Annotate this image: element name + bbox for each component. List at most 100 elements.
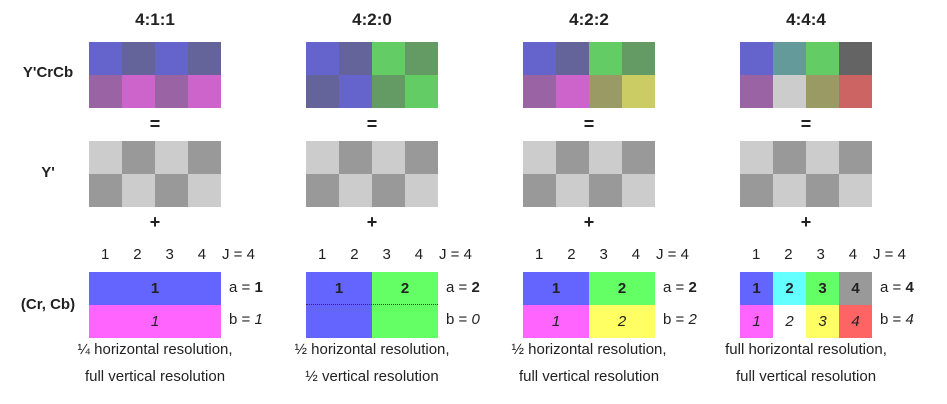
a-prefix: a = (446, 279, 472, 296)
description-line-1: ½ horizontal resolution, (294, 341, 450, 358)
ycrcb-pixel (556, 75, 589, 108)
luma-grid (523, 141, 655, 207)
ycrcb-pixel (556, 42, 589, 75)
ycrcb-pixel (339, 75, 372, 108)
subsampling-title: 4:2:0 (352, 10, 392, 29)
description-line-2: full vertical resolution (518, 368, 660, 385)
ycrcb-grid (523, 42, 655, 108)
equals-sign: = (583, 114, 595, 134)
chroma-sample-top: 1 (740, 272, 773, 305)
chroma-sample-bottom: 1 (523, 305, 589, 338)
b-value: 1 (254, 311, 263, 328)
subsampling-title: 4:2:2 (569, 10, 609, 29)
ycrcb-pixel (405, 42, 438, 75)
j-label: J = 4 (222, 246, 255, 263)
b-prefix: b = (446, 311, 472, 328)
luma-pixel (122, 141, 155, 174)
b-value: 2 (688, 311, 697, 328)
chroma-sample-label: 1 (334, 280, 344, 297)
chroma-sample (306, 272, 372, 338)
column-number: 3 (382, 246, 391, 263)
resolution-description: ½ horizontal resolution, ½ vertical resol… (272, 336, 472, 390)
ycrcb-pixel (589, 75, 622, 108)
luma-pixel (589, 174, 622, 207)
luma-pixel (773, 141, 806, 174)
luma-pixel (372, 174, 405, 207)
chroma-sample-top: 2 (589, 272, 655, 305)
resolution-description: ¼ horizontal resolution, full vertical re… (55, 336, 255, 390)
j-label: J = 4 (656, 246, 689, 263)
equals-sign: = (149, 114, 161, 134)
ycrcb-pixel (188, 42, 221, 75)
ycrcb-pixel (839, 42, 872, 75)
chroma-sample-top: 2 (773, 272, 806, 305)
ycrcb-pixel (523, 42, 556, 75)
luma-pixel (405, 174, 438, 207)
a-value-label: a = 2 (663, 279, 713, 296)
ycrcb-pixel (122, 42, 155, 75)
column-number: 2 (133, 246, 142, 263)
equals-sign: = (800, 114, 812, 134)
description-line-1: full horizontal resolution, (725, 341, 887, 358)
luma-pixel (306, 141, 339, 174)
a-value-label: a = 1 (229, 279, 279, 296)
luma-pixel (740, 174, 773, 207)
luma-grid (89, 141, 221, 207)
luma-grid (740, 141, 872, 207)
ycrcb-pixel (622, 75, 655, 108)
b-value: 4 (905, 311, 914, 328)
chroma-sample-bottom: 2 (773, 305, 806, 338)
ycrcb-pixel (622, 42, 655, 75)
column-numbers: 1 2 3 4 J = 4 (306, 246, 482, 263)
a-prefix: a = (229, 279, 255, 296)
b-value-label: b = 1 (229, 311, 279, 328)
ycrcb-pixel (372, 75, 405, 108)
b-prefix: b = (229, 311, 255, 328)
plus-sign: + (800, 212, 812, 232)
column-number: 3 (599, 246, 608, 263)
chroma-sample-top: 1 (523, 272, 589, 305)
ycrcb-pixel (89, 75, 122, 108)
luma-pixel (523, 174, 556, 207)
luma-pixel (806, 141, 839, 174)
chroma-sample-top: 3 (806, 272, 839, 305)
column-number: 4 (414, 246, 424, 263)
description-line-2: ½ vertical resolution (305, 368, 439, 385)
plus-sign: + (366, 212, 378, 232)
b-value: 0 (471, 311, 480, 328)
luma-pixel (622, 141, 655, 174)
chroma-sample-bottom: 4 (839, 305, 872, 338)
ycrcb-pixel (155, 42, 188, 75)
row-label-chroma: (Cr, Cb) (20, 296, 76, 313)
chroma-sample-bottom: 3 (806, 305, 839, 338)
ycrcb-pixel (773, 42, 806, 75)
luma-pixel (773, 174, 806, 207)
chroma-midline (306, 304, 438, 305)
j-label: J = 4 (873, 246, 906, 263)
equals-sign: = (366, 114, 378, 134)
ycrcb-grid (89, 42, 221, 108)
ycrcb-pixel (806, 75, 839, 108)
column-number: 3 (165, 246, 174, 263)
luma-pixel (839, 141, 872, 174)
subsampling-title: 4:1:1 (135, 10, 175, 29)
resolution-description: full horizontal resolution, full vertical… (706, 336, 906, 390)
column-number: 2 (350, 246, 359, 263)
plus-sign: + (583, 212, 595, 232)
luma-pixel (155, 141, 188, 174)
luma-pixel (155, 174, 188, 207)
column-number: 2 (567, 246, 576, 263)
b-prefix: b = (880, 311, 906, 328)
b-value-label: b = 0 (446, 311, 496, 328)
column-numbers: 1 2 3 4 J = 4 (523, 246, 699, 263)
ycrcb-pixel (306, 42, 339, 75)
luma-pixel (405, 141, 438, 174)
description-line-2: full vertical resolution (84, 368, 226, 385)
ycrcb-pixel (89, 42, 122, 75)
luma-pixel (306, 174, 339, 207)
a-value: 2 (471, 279, 480, 296)
ycrcb-pixel (839, 75, 872, 108)
ycrcb-pixel (339, 42, 372, 75)
chroma-sample-bottom: 1 (740, 305, 773, 338)
